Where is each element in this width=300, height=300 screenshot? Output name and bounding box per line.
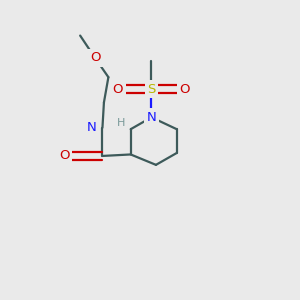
Text: H: H	[117, 118, 125, 128]
Text: O: O	[59, 149, 70, 162]
Text: O: O	[90, 51, 100, 64]
Text: S: S	[147, 82, 156, 96]
Text: N: N	[147, 111, 156, 124]
Text: N: N	[87, 121, 97, 134]
Text: O: O	[180, 82, 190, 96]
Text: O: O	[113, 82, 123, 96]
